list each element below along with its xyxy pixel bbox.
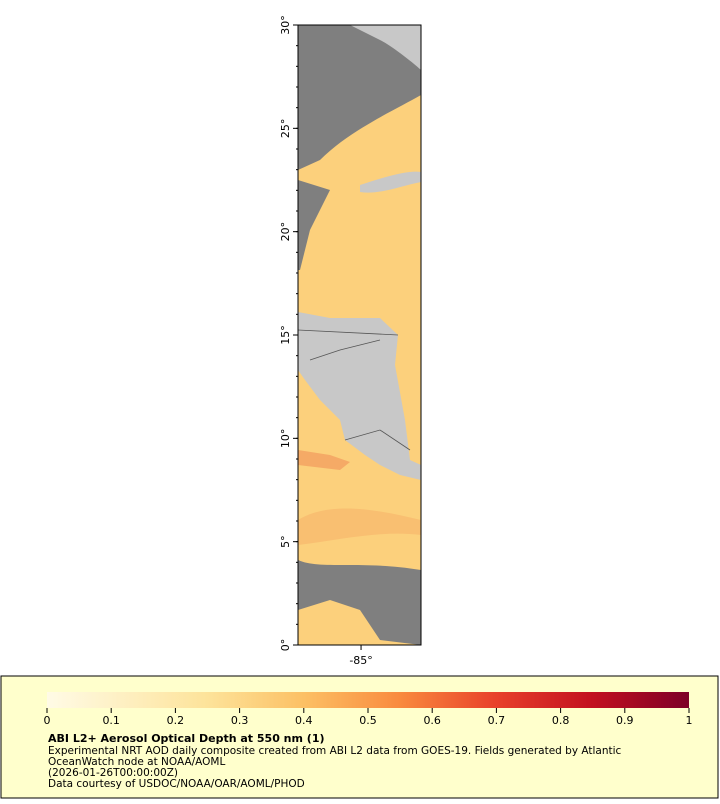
y-tick-label: 30° (279, 15, 292, 35)
legend-line: Experimental NRT AOD daily composite cre… (48, 745, 622, 757)
colorbar-tick-label: 0.4 (295, 714, 313, 727)
colorbar-tick-label: 0.1 (102, 714, 120, 727)
y-tick-label: 5° (279, 535, 292, 548)
colorbar-tick-label: 0 (44, 714, 51, 727)
legend-line: Data courtesy of USDOC/NOAA/OAR/AOML/PHO… (48, 778, 305, 790)
colorbar-tick-label: 0.8 (552, 714, 570, 727)
y-tick-label: 15° (279, 325, 292, 345)
legend-title: ABI L2+ Aerosol Optical Depth at 550 nm … (48, 732, 325, 745)
colorbar-tick-label: 0.3 (231, 714, 249, 727)
x-tick-label: -85° (349, 654, 372, 667)
colorbar-tick-label: 0.7 (488, 714, 506, 727)
y-tick-label: 20° (279, 222, 292, 242)
y-tick-label: 0° (279, 639, 292, 652)
colorbar-tick-label: 0.9 (616, 714, 634, 727)
colorbar-tick-label: 1 (686, 714, 693, 727)
colorbar-tick-label: 0.6 (423, 714, 441, 727)
legend-line: OceanWatch node at NOAA/AOML (48, 756, 225, 768)
y-tick-label: 10° (279, 429, 292, 449)
colorbar-tick-label: 0.5 (359, 714, 377, 727)
colorbar (47, 692, 689, 708)
y-tick-label: 25° (279, 119, 292, 139)
colorbar-tick-label: 0.2 (167, 714, 185, 727)
map-image (298, 25, 421, 645)
legend-line: (2026-01-26T00:00:00Z) (48, 767, 178, 779)
